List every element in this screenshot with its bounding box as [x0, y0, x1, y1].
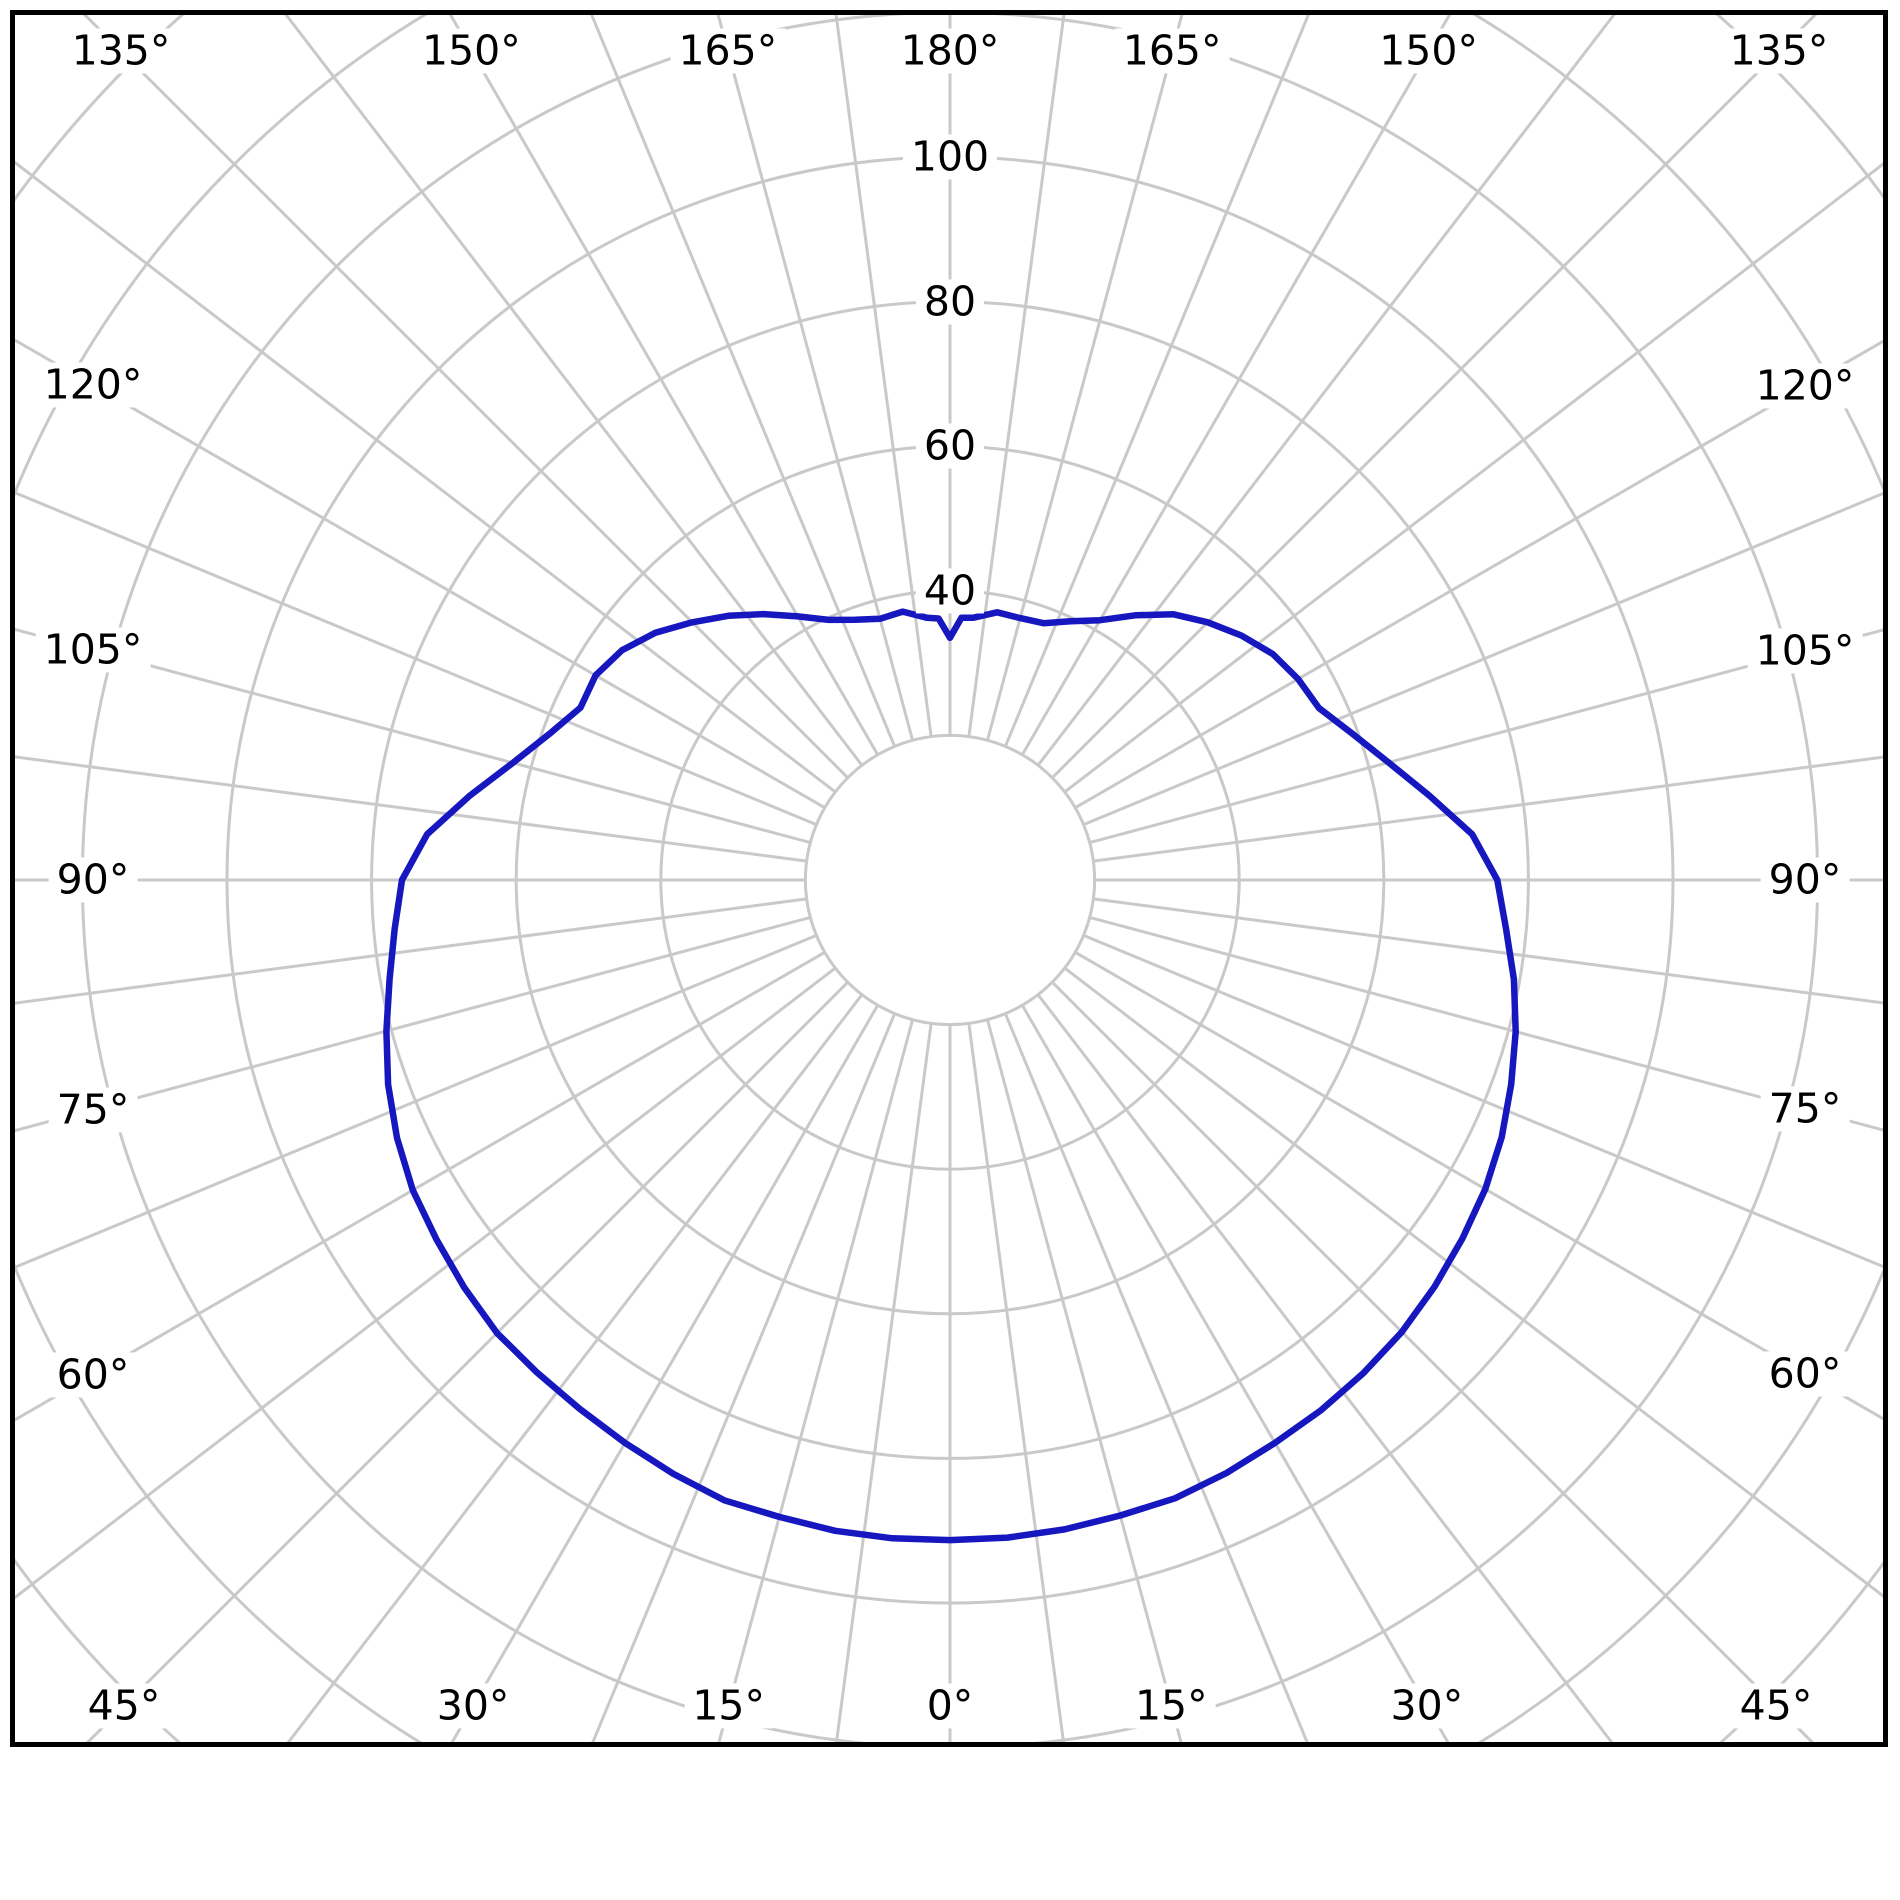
grid-spoke-22.5-right [1003, 1013, 1309, 1742]
angle-label-90-left: 90° [48, 857, 138, 903]
grid-spoke-142.5-left [284, 15, 864, 767]
grid-spoke-7.5-left [835, 1023, 933, 1742]
angle-label-15-left: 15° [684, 1683, 774, 1729]
footer: cd/klm η = 88% C0 - C180 C90 - C270 [0, 1747, 1900, 1900]
angle-label-90-right: 90° [1760, 857, 1850, 903]
polar-grid [15, 15, 1883, 1742]
polar-plot-area: 180° 165° 165° 150° 150° 135° 135° 120° 120° 105°… [10, 10, 1888, 1747]
grid-spoke-150-right [1021, 15, 1452, 756]
angle-label-180-right: 180° [892, 28, 1008, 74]
grid-spoke-82.5-right [1093, 897, 1883, 1005]
grid-spoke-105-left [15, 627, 811, 845]
angle-label-105-left: 105° [35, 627, 151, 673]
angle-label-45-right: 45° [1731, 1683, 1821, 1729]
grid-spoke-15-left [717, 1019, 915, 1742]
curve-C90-C270 [383, 608, 1519, 1544]
angle-label-120-left: 120° [35, 362, 151, 408]
grid-spoke-157.5-left [590, 15, 897, 747]
angle-label-135-right: 135° [1721, 28, 1837, 74]
angle-label-75-left: 75° [48, 1086, 138, 1133]
grid-spoke-37.5-right [1036, 993, 1614, 1742]
grid-spoke-67.5-left [15, 933, 817, 1269]
grid-spoke-120-left [15, 338, 826, 809]
grid-spoke-60-left [15, 951, 826, 1422]
grid-spoke-120-right [1074, 339, 1883, 809]
angle-label-60-left: 60° [48, 1352, 138, 1398]
grid-spoke-165-right [985, 15, 1184, 741]
angle-label-165-left: 165° [670, 28, 786, 74]
grid-spoke-15-right [985, 1019, 1183, 1742]
grid-spoke-75-left [15, 915, 811, 1133]
angle-label-105-right: 105° [1747, 628, 1863, 674]
radial-tick-label-100: 100 [902, 134, 998, 180]
angle-label-150-right: 150° [1371, 28, 1486, 74]
grid-spoke-157.5-right [1003, 15, 1310, 747]
angle-label-15-right: 15° [1126, 1683, 1216, 1729]
grid-spoke-172.5-left [834, 15, 933, 737]
grid-spoke-135-right [1051, 15, 1818, 779]
grid-spoke-127.5-left [15, 160, 837, 794]
angle-label-60-right: 60° [1760, 1350, 1850, 1397]
polar-grid-and-curve [15, 15, 1883, 1742]
grid-spoke-105-right [1089, 628, 1883, 845]
grid-spoke-172.5-right [967, 15, 1066, 737]
grid-spoke-150-left [448, 15, 879, 756]
grid-spoke-60-right [1074, 951, 1883, 1421]
angle-label-45-left: 45° [79, 1683, 169, 1729]
grid-spoke-45-right [1051, 981, 1815, 1742]
grid-spoke-135-left [82, 15, 849, 779]
grid-spoke-67.5-right [1083, 933, 1883, 1269]
radial-tick-label-80: 80 [915, 278, 985, 325]
grid-spoke-112.5-right [1083, 491, 1883, 827]
grid-spoke-142.5-right [1036, 15, 1616, 767]
angle-label-30-right: 30° [1382, 1683, 1472, 1729]
grid-spoke-30-right [1021, 1004, 1450, 1742]
grid-spoke-37.5-left [286, 993, 864, 1742]
grid-spoke-52.5-right [1063, 966, 1883, 1598]
angle-label-0-right: 0° [918, 1683, 982, 1729]
grid-spoke-127.5-right [1063, 162, 1883, 794]
grid-spoke-75-right [1089, 915, 1883, 1132]
grid-ring-20 [803, 733, 1097, 1027]
angle-label-150-left: 150° [413, 28, 529, 74]
grid-spoke-45-left [85, 981, 849, 1742]
angle-label-135-left: 135° [63, 28, 179, 74]
grid-spoke-165-left [716, 15, 915, 741]
grid-spoke-112.5-left [15, 491, 817, 827]
angle-label-120-right: 120° [1747, 363, 1863, 409]
angle-label-30-left: 30° [428, 1683, 518, 1729]
angle-label-75-right: 75° [1760, 1086, 1850, 1132]
angle-label-165-right: 165° [1114, 28, 1230, 74]
grid-spoke-52.5-left [15, 966, 837, 1600]
grid-spoke-22.5-left [591, 1013, 897, 1742]
grid-spoke-30-left [450, 1004, 879, 1742]
radial-tick-label-60: 60 [915, 423, 985, 469]
grid-spoke-7.5-right [967, 1023, 1065, 1742]
grid-spoke-82.5-left [15, 897, 807, 1005]
radial-tick-label-40: 40 [915, 568, 985, 614]
